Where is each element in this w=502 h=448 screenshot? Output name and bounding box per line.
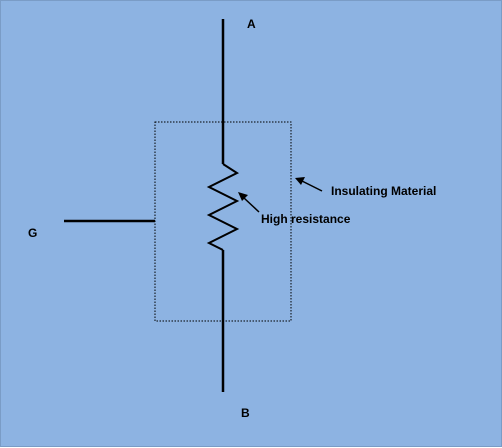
insulating-arrow-shaft: [301, 180, 323, 192]
high-resistance-label: High resistance: [261, 212, 351, 226]
terminal-b-label: B: [241, 406, 250, 420]
high-resistance-element: [206, 163, 240, 251]
terminal-g-label: G: [28, 226, 38, 240]
resistance-arrow-shaft: [243, 197, 260, 213]
insulating-material-label: Insulating Material: [331, 184, 437, 198]
insulating-arrow-head: [295, 177, 305, 185]
terminal-a-label: A: [247, 17, 256, 31]
resistance-arrow-head: [238, 192, 248, 201]
insulating-material-box: [154, 121, 292, 322]
